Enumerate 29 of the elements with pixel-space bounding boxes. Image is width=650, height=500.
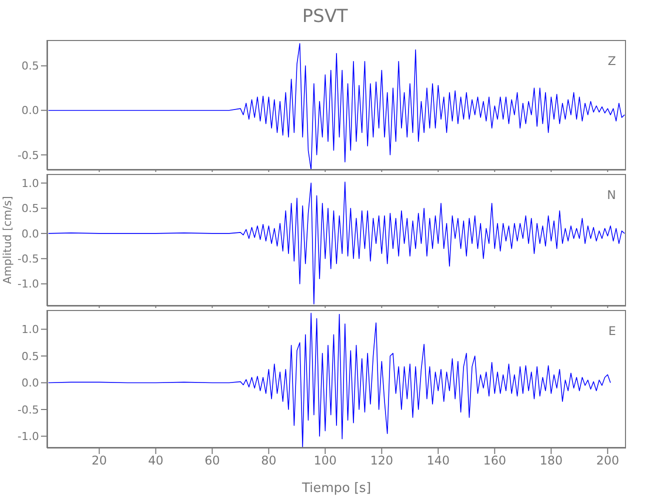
x-axis-title: Tiempo [s] — [300, 481, 372, 496]
y-tick-label: -1.0 — [18, 430, 39, 444]
annotation: Z — [608, 54, 616, 68]
y-tick-label: 0.0 — [22, 376, 39, 390]
x-tick-label: 140 — [426, 454, 450, 468]
x-tick-label: 120 — [370, 454, 394, 468]
y-axis-title: Amplitud [cm/s] — [0, 196, 14, 284]
annotation: E — [608, 324, 616, 338]
x-tick-label: 160 — [483, 454, 506, 468]
x-tick-label: 40 — [148, 454, 164, 468]
y-tick-label: 0.5 — [22, 202, 39, 216]
y-tick-label: -0.5 — [18, 403, 39, 416]
y-tick-label: 0.0 — [22, 104, 39, 118]
y-tick-label: 0.0 — [22, 227, 39, 240]
x-tick-label: 200 — [596, 454, 620, 468]
y-tick-label: 0.5 — [22, 350, 39, 363]
y-tick-label: -0.5 — [18, 148, 39, 162]
y-tick-label: -0.5 — [18, 252, 39, 266]
y-tick-label: -1.0 — [18, 278, 39, 291]
annotation: N — [607, 188, 616, 202]
x-tick-label: 80 — [261, 454, 276, 468]
x-tick-label: 60 — [204, 454, 220, 468]
y-tick-label: 0.5 — [22, 60, 39, 73]
x-tick-label: 100 — [314, 454, 337, 468]
x-tick-label: 20 — [92, 454, 107, 468]
y-tick-label: 1.0 — [22, 323, 39, 336]
chart-title: PSVT — [301, 6, 349, 27]
x-tick-label: 180 — [540, 454, 563, 468]
y-tick-label: 1.0 — [22, 176, 39, 190]
